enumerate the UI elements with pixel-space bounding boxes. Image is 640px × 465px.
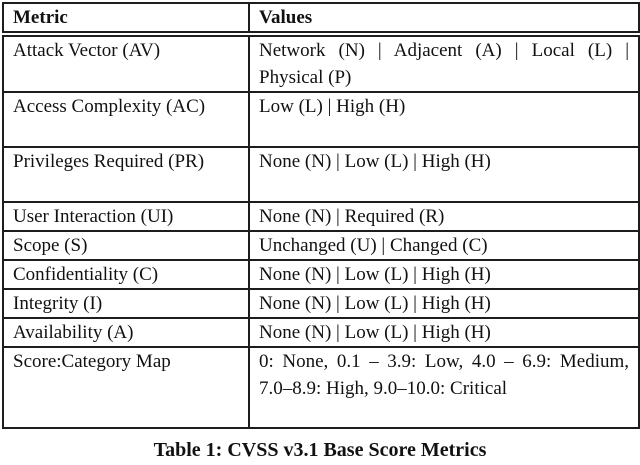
table-row: Availability (A) None (N) | Low (L) | Hi…: [2, 317, 640, 348]
cvss-metrics-table: Metric Values Attack Vector (AV) Network…: [2, 2, 640, 429]
table-row: Integrity (I) None (N) | Low (L) | High …: [2, 288, 640, 319]
values-cell: Low (L) | High (H): [248, 91, 640, 148]
table-caption: Table 1: CVSS v3.1 Base Score Metrics: [153, 439, 487, 461]
metric-cell: Access Complexity (AC): [2, 91, 250, 148]
values-cell: 0: None, 0.1 – 3.9: Low, 4.0 – 6.9: Medi…: [248, 346, 640, 429]
values-cell: Network (N) | Adjacent (A) | Local (L) |…: [248, 33, 640, 93]
table-row: Scope (S) Unchanged (U) | Changed (C): [2, 230, 640, 261]
table-row: Confidentiality (C) None (N) | Low (L) |…: [2, 259, 640, 290]
metric-cell: Privileges Required (PR): [2, 146, 250, 203]
table-row: User Interaction (UI) None (N) | Require…: [2, 201, 640, 232]
metric-cell: Attack Vector (AV): [2, 33, 250, 93]
metric-cell: Availability (A): [2, 317, 250, 348]
table-row: Score:Category Map 0: None, 0.1 – 3.9: L…: [2, 346, 640, 429]
table-row: Privileges Required (PR) None (N) | Low …: [2, 146, 640, 203]
metric-cell: Integrity (I): [2, 288, 250, 319]
values-cell: None (N) | Low (L) | High (H): [248, 259, 640, 290]
metric-cell: Scope (S): [2, 230, 250, 261]
values-cell: Unchanged (U) | Changed (C): [248, 230, 640, 261]
column-header-metric: Metric: [2, 2, 250, 37]
table-row: Attack Vector (AV) Network (N) | Adjacen…: [2, 33, 640, 93]
table-row: Access Complexity (AC) Low (L) | High (H…: [2, 91, 640, 148]
metric-cell: User Interaction (UI): [2, 201, 250, 232]
values-cell: None (N) | Required (R): [248, 201, 640, 232]
column-header-values: Values: [248, 2, 640, 37]
values-cell: None (N) | Low (L) | High (H): [248, 146, 640, 203]
metric-cell: Score:Category Map: [2, 346, 250, 429]
values-cell: None (N) | Low (L) | High (H): [248, 317, 640, 348]
values-cell: None (N) | Low (L) | High (H): [248, 288, 640, 319]
metric-cell: Confidentiality (C): [2, 259, 250, 290]
table-header-row: Metric Values: [2, 2, 640, 37]
